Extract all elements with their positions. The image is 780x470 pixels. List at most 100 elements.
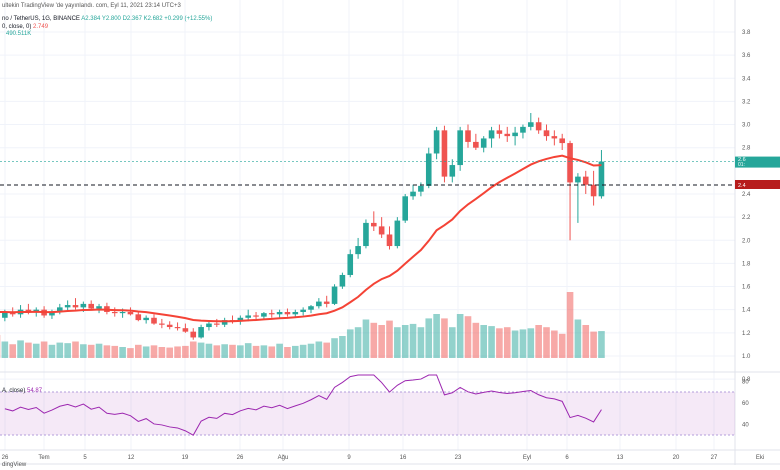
time-tick: Tem <box>38 455 49 461</box>
candle-body <box>308 306 314 310</box>
countdown-label: 01: <box>738 162 745 168</box>
price-tick: 0.8 <box>742 377 751 383</box>
time-tick: 19 <box>182 455 189 461</box>
candle-body <box>363 222 369 247</box>
volume-bar <box>48 344 56 358</box>
volume-value: 490.511K <box>6 31 32 37</box>
legend-change: +0.299 (+12.55%) <box>164 16 213 22</box>
price-tick: 2.2 <box>742 215 751 221</box>
candle-body <box>245 315 251 318</box>
legend-symbol: no / TetherUS, 1G, BINANCE <box>2 16 80 22</box>
volume-bar <box>456 314 464 358</box>
candle-body <box>480 138 487 148</box>
time-tick: 16 <box>400 455 407 461</box>
volume-bar <box>197 342 205 358</box>
volume-bar <box>558 333 566 358</box>
candle-body <box>567 143 573 183</box>
volume-bar <box>127 348 134 358</box>
volume-bar <box>394 327 401 358</box>
volume-bar <box>158 347 166 358</box>
volume-bar <box>252 345 260 358</box>
candle-body <box>182 328 189 332</box>
volume-bar <box>307 343 315 358</box>
candle-body <box>371 222 377 227</box>
price-tick: 2.4 <box>742 192 751 198</box>
volume-bar <box>339 336 346 358</box>
volume-bar <box>582 325 590 358</box>
volume-bar <box>433 314 440 358</box>
volume-bar <box>354 327 362 358</box>
volume-bar <box>378 325 385 358</box>
legend-low: D2.367 <box>122 16 142 22</box>
candle-body <box>135 314 142 321</box>
volume-bar <box>574 319 582 358</box>
volume-bar <box>229 344 236 358</box>
legend-ema-row: 0, close, 0) 2.749 <box>2 24 48 30</box>
volume-bar <box>135 344 142 358</box>
candle-body <box>174 327 181 329</box>
candle-body <box>198 327 204 338</box>
time-tick: 6 <box>565 455 569 461</box>
price-tick: 3.6 <box>742 53 751 59</box>
volume-bar <box>221 344 228 358</box>
rsi-value: 54.87 <box>27 388 43 394</box>
price-tick: 2.0 <box>742 238 751 244</box>
volume-bar <box>56 342 64 358</box>
candle-body <box>590 184 597 197</box>
volume-bar <box>511 330 519 358</box>
volume-bar <box>331 338 338 358</box>
rsi-tick: 60 <box>742 401 749 407</box>
time-tick: 26 <box>237 455 244 461</box>
candle-body <box>457 130 463 166</box>
candle-body <box>488 130 495 139</box>
candle-body <box>80 303 87 308</box>
time-tick: 13 <box>617 455 624 461</box>
candle-body <box>127 311 134 315</box>
candle-body <box>221 320 228 325</box>
line-price-label-bg <box>735 180 780 189</box>
candle-body <box>49 311 55 316</box>
candle-body <box>276 311 283 315</box>
candle-body <box>111 311 118 314</box>
candle-body <box>425 153 432 186</box>
candle-body <box>582 176 589 185</box>
time-tick: 20 <box>673 455 680 461</box>
volume-bar <box>95 343 103 358</box>
published-note: ultekin TradingView 'de yayınlandı. com,… <box>2 3 181 9</box>
time-tick: 5 <box>83 455 87 461</box>
volume-bar <box>598 331 605 358</box>
price-tick: 1.4 <box>742 308 751 314</box>
candle-body <box>386 234 393 247</box>
price-tick: 3.8 <box>742 30 751 36</box>
ema-label: 0, close, 0) <box>2 24 32 30</box>
volume-bar <box>119 347 126 358</box>
volume-bar <box>9 344 16 358</box>
time-tick: Eyl <box>523 455 531 461</box>
volume-bar <box>551 330 558 358</box>
candle-body <box>331 286 338 304</box>
legend-close: K2.682 <box>143 16 163 22</box>
candle-body <box>473 141 479 148</box>
volume-bar <box>32 343 40 358</box>
volume-bar <box>346 329 354 358</box>
volume-bar <box>213 345 221 358</box>
candle-body <box>300 309 306 312</box>
last-price-label: 2.6 <box>738 157 746 163</box>
time-tick: 23 <box>455 455 462 461</box>
price-tick: 1.2 <box>742 331 751 337</box>
volume-bar <box>535 325 542 358</box>
candle-body <box>119 311 126 314</box>
candle-body <box>261 313 267 317</box>
candle-body <box>378 226 385 235</box>
candle-body <box>496 130 503 134</box>
candle-body <box>206 323 212 328</box>
volume-bar <box>103 345 111 358</box>
volume-bar <box>25 342 32 358</box>
volume-bar <box>480 325 487 358</box>
volume-bar <box>284 347 291 358</box>
price-tick: 3.0 <box>742 123 751 129</box>
candle-body <box>214 323 220 325</box>
legend-symbol-row: no / TetherUS, 1G, BINANCE A2.384 Y2.800… <box>2 16 212 22</box>
